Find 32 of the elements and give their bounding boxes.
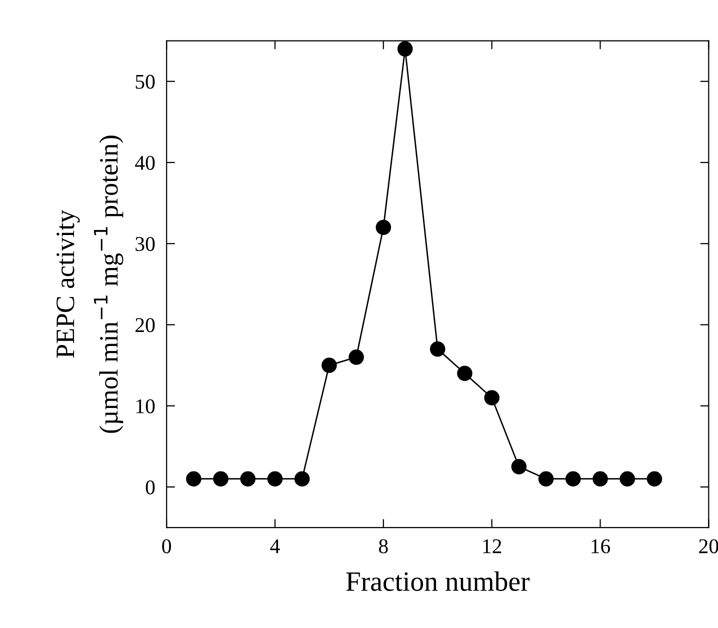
y-axis-title: PEPC activity (µmol min$^{−1}$ mg$^{−1}$ protein) — [56, 136, 124, 433]
point — [511, 459, 527, 474]
x-tick-label: 0 — [162, 539, 171, 554]
y-tick-label: 10 — [136, 399, 155, 414]
point — [240, 471, 256, 486]
y-tick-label: 40 — [135, 156, 155, 170]
x-tick-label: 4 — [270, 539, 280, 554]
y-tick-label: 50 — [136, 74, 155, 89]
x-axis-title: Fraction number — [346, 571, 530, 591]
x-tick-label: 12 — [483, 539, 502, 554]
point — [620, 471, 635, 486]
point — [186, 471, 202, 486]
y-tick-label: 0 — [146, 480, 155, 494]
point — [348, 350, 364, 365]
point — [322, 358, 337, 373]
x-tick-label: 20 — [699, 539, 718, 554]
x-tick-label: 16 — [592, 539, 610, 554]
point — [592, 471, 608, 486]
point — [294, 471, 310, 486]
point — [457, 366, 472, 382]
point — [397, 41, 413, 57]
y-tick-label: 20 — [136, 318, 155, 332]
x-tick-label: 8 — [379, 539, 388, 554]
point — [646, 471, 662, 486]
point — [566, 471, 581, 486]
y-tick-label: 30 — [136, 236, 155, 252]
point — [484, 390, 500, 406]
point — [430, 341, 446, 357]
point — [376, 220, 392, 236]
point — [538, 471, 554, 486]
point — [267, 471, 283, 486]
point — [213, 471, 228, 486]
